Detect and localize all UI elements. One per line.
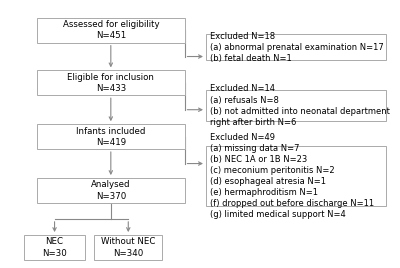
FancyBboxPatch shape xyxy=(206,146,386,206)
Text: Infants included
N=419: Infants included N=419 xyxy=(76,126,146,147)
FancyBboxPatch shape xyxy=(37,18,184,43)
Text: Assessed for eligibility
N=451: Assessed for eligibility N=451 xyxy=(62,20,159,40)
Text: NEC
N=30: NEC N=30 xyxy=(42,237,67,258)
FancyBboxPatch shape xyxy=(37,70,184,95)
Text: Excluded N=49
(a) missing data N=7
(b) NEC 1A or 1B N=23
(c) meconium peritoniti: Excluded N=49 (a) missing data N=7 (b) N… xyxy=(210,133,374,219)
FancyBboxPatch shape xyxy=(37,178,184,203)
FancyBboxPatch shape xyxy=(24,235,85,260)
Text: Analysed
N=370: Analysed N=370 xyxy=(91,180,130,200)
FancyBboxPatch shape xyxy=(37,124,184,149)
FancyBboxPatch shape xyxy=(94,235,162,260)
Text: Eligible for inclusion
N=433: Eligible for inclusion N=433 xyxy=(67,73,154,93)
Text: Without NEC
N=340: Without NEC N=340 xyxy=(101,237,156,258)
Text: Excluded N=18
(a) abnormal prenatal examination N=17
(b) fetal death N=1: Excluded N=18 (a) abnormal prenatal exam… xyxy=(210,32,384,63)
Text: Excluded N=14
(a) refusals N=8
(b) not admitted into neonatal department
right a: Excluded N=14 (a) refusals N=8 (b) not a… xyxy=(210,84,390,127)
FancyBboxPatch shape xyxy=(206,90,386,121)
FancyBboxPatch shape xyxy=(206,34,386,61)
